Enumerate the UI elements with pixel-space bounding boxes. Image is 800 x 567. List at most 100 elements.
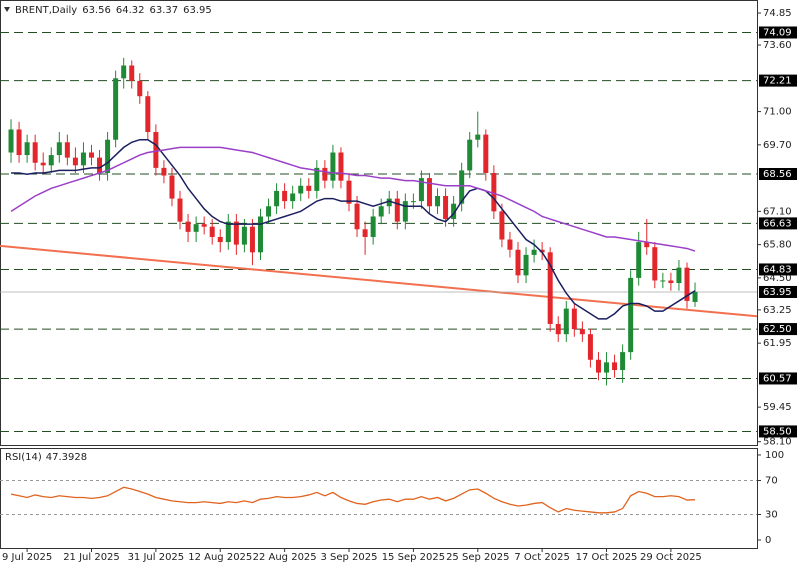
candle-body (153, 132, 159, 168)
candle-body (394, 198, 400, 222)
candle-body (443, 196, 449, 220)
candle-body (233, 221, 239, 245)
candle-body (266, 206, 272, 217)
candle-body (628, 277, 634, 353)
x-tick-label: 29 Oct 2025 (640, 552, 702, 563)
menu-arrow[interactable] (4, 7, 10, 12)
candle-body (209, 226, 215, 237)
candle-body (40, 162, 46, 166)
candle-body (217, 236, 223, 243)
rsi-header: RSI(14) 47.3928 (5, 452, 87, 463)
x-tick-label: 17 Oct 2025 (576, 552, 638, 563)
rsi-value: 47.3928 (46, 452, 87, 463)
candle-body (515, 249, 521, 276)
level-label: 60.57 (763, 373, 792, 384)
candle-body (555, 323, 561, 335)
candle-body (177, 198, 183, 222)
candle-body (563, 308, 569, 335)
candle-body (467, 139, 473, 171)
candle-body (322, 167, 328, 181)
candle-body (587, 334, 593, 360)
level-label-box (759, 372, 797, 385)
candle-body (306, 185, 312, 191)
candle-body (80, 152, 86, 166)
y-tick-label: 63.25 (763, 305, 792, 316)
candle-body (386, 198, 392, 207)
candle-body (225, 221, 231, 243)
y-tick-label: 67.10 (763, 206, 792, 217)
candle-body (692, 291, 698, 302)
level-label: 72.21 (763, 76, 792, 87)
candle-body (459, 170, 465, 204)
candle-body (475, 134, 481, 140)
rsi-tick-label: 70 (765, 475, 778, 486)
level-label: 66.63 (763, 218, 792, 229)
x-tick-label: 25 Sep 2025 (446, 552, 509, 563)
candle-body (539, 249, 545, 253)
chart-title: BRENT,Daily (15, 5, 77, 16)
x-tick-label: 21 Jul 2025 (63, 552, 120, 563)
candle-body (24, 142, 30, 156)
level-label-box (759, 425, 797, 438)
candle-body (8, 129, 14, 153)
candle-body (491, 172, 497, 212)
ohlc-value: 63.56 (82, 5, 111, 16)
rsi-tick-label: 30 (765, 509, 778, 520)
candle-body (32, 142, 38, 163)
candle-body (426, 178, 432, 207)
candle-body (48, 155, 54, 166)
level-label-box (759, 323, 797, 336)
ohlc-value: 64.32 (116, 5, 145, 16)
rsi-name: RSI(14) (5, 452, 42, 463)
rsi-tick-label: 0 (765, 535, 771, 546)
candle-body (105, 139, 111, 173)
candle-body (410, 201, 416, 203)
chart-header: BRENT,Daily 63.56 64.32 63.37 63.95 (15, 5, 212, 16)
y-tick-label: 73.60 (763, 40, 792, 51)
y-tick-label: 69.70 (763, 140, 792, 151)
candle-body (378, 206, 384, 217)
x-tick-label: 12 Aug 2025 (188, 552, 252, 563)
level-label: 58.50 (763, 426, 792, 437)
x-tick-label: 31 Jul 2025 (128, 552, 185, 563)
candle-body (145, 96, 151, 133)
candle-body (241, 226, 247, 245)
x-tick-label: 7 Oct 2025 (514, 552, 569, 563)
candle-body (684, 267, 690, 301)
candle-body (676, 267, 682, 284)
x-tick-label: 22 Aug 2025 (253, 552, 317, 563)
candle-body (274, 190, 280, 207)
candle-body (660, 280, 666, 282)
current-price-label: 63.95 (763, 287, 792, 298)
candle-body (88, 152, 94, 158)
candle-body (604, 362, 610, 373)
y-tick-label: 61.95 (763, 338, 792, 349)
candle-body (579, 329, 585, 335)
candle-body (354, 203, 360, 230)
rsi-panel (0, 448, 758, 549)
x-tick-label: 3 Sep 2025 (320, 552, 377, 563)
candle-body (523, 254, 529, 276)
candle-body (483, 134, 489, 173)
rsi-tick-label: 100 (765, 450, 784, 461)
level-label: 74.09 (763, 27, 792, 38)
candle-body (257, 216, 263, 253)
candle-body (499, 211, 505, 240)
candle-body (451, 203, 457, 220)
candle-body (72, 157, 78, 166)
candle-body (652, 247, 658, 281)
moving-average (10, 146, 696, 252)
candle-body (137, 80, 143, 97)
x-tick-label: 9 Jul 2025 (2, 552, 52, 563)
candle-body (362, 229, 368, 237)
level-label-box (759, 168, 797, 181)
y-tick-label: 65.80 (763, 240, 792, 251)
candle-body (169, 175, 175, 199)
candle-body (668, 280, 674, 284)
level-label: 64.83 (763, 264, 792, 275)
moving-average (11, 138, 696, 320)
candle-body (370, 216, 376, 237)
candle-body (531, 249, 537, 255)
level-label: 68.56 (763, 169, 792, 180)
